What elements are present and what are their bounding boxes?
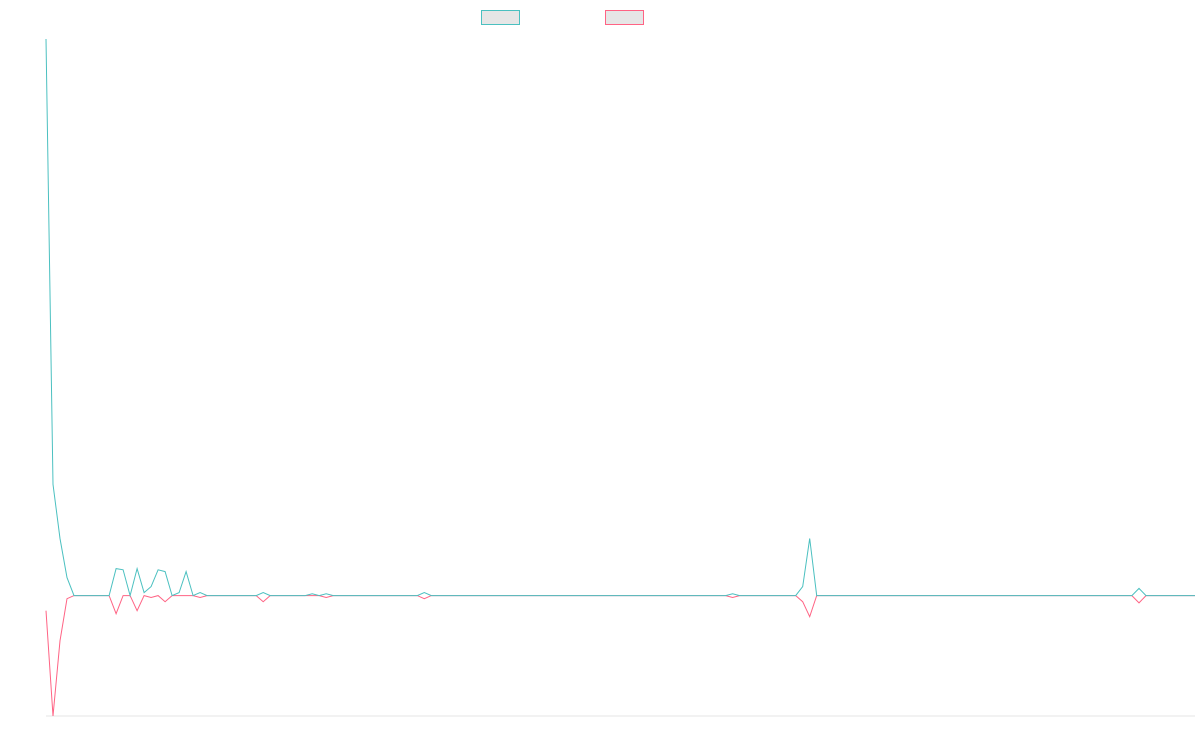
- series-line-2: [45, 595, 1195, 717]
- series-line-1: [45, 38, 1195, 598]
- legend-swatch-series-1[interactable]: [481, 10, 520, 25]
- legend-swatch-series-2[interactable]: [605, 10, 644, 25]
